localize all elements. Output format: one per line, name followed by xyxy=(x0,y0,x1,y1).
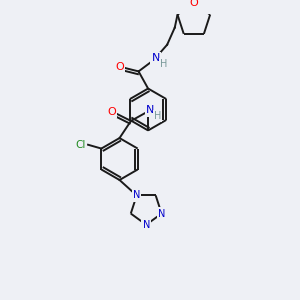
Text: O: O xyxy=(189,0,198,8)
Text: N: N xyxy=(142,220,150,230)
Text: N: N xyxy=(158,208,165,219)
Text: N: N xyxy=(152,53,160,63)
Text: H: H xyxy=(160,59,167,69)
Text: Cl: Cl xyxy=(75,140,85,150)
Text: N: N xyxy=(133,190,140,200)
Text: O: O xyxy=(107,107,116,117)
Text: H: H xyxy=(154,111,161,121)
Text: O: O xyxy=(115,61,124,72)
Text: N: N xyxy=(146,105,154,116)
